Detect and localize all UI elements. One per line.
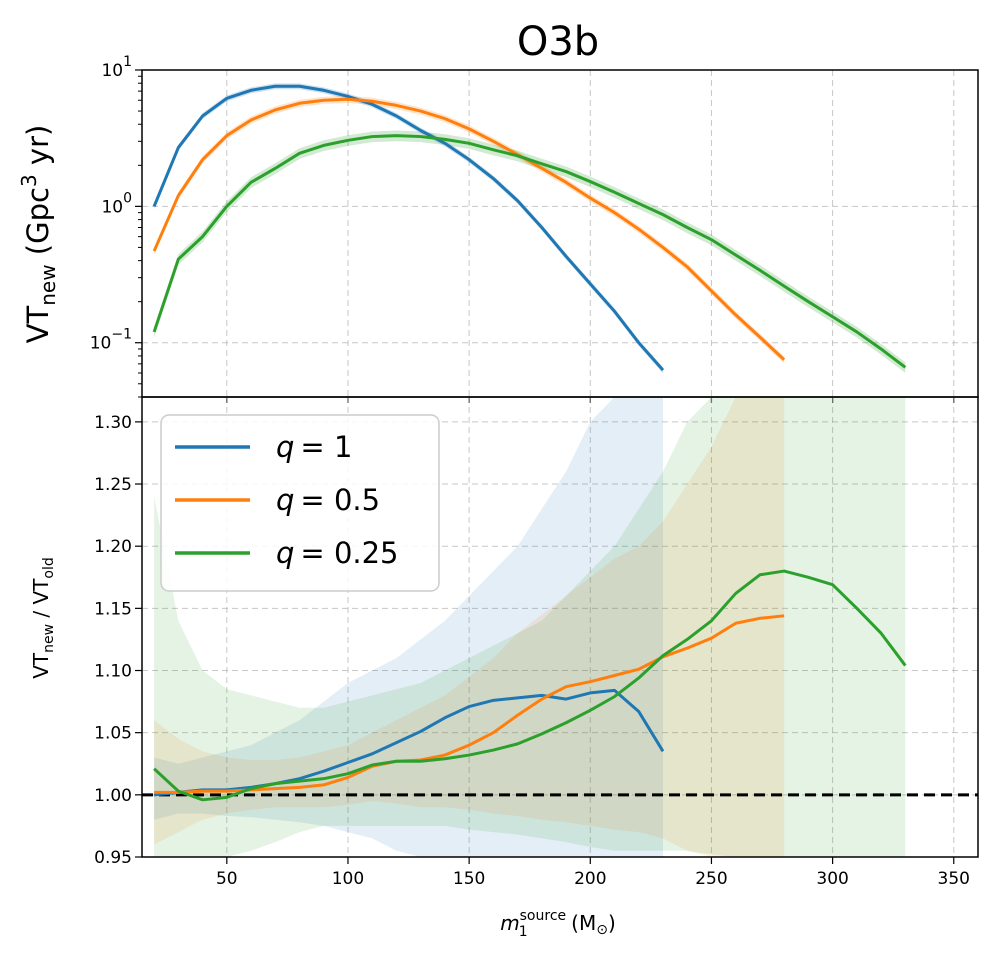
legend-label-q-1: q = 1 [276, 430, 352, 464]
bottom-ticks: 50 100 150 200 250 300 350 0.95 1.00 1.05 1.10 1.15… [94, 413, 970, 889]
bottom-x-tick-label: 350 [938, 869, 970, 889]
bottom-x-tick-label: 150 [453, 869, 485, 889]
bottom-confidence-bands [154, 397, 906, 857]
top-ticks: 10−1 100 101 [90, 54, 955, 403]
top-y-axis-label: VTnew (Gpc3 yr) [17, 125, 60, 344]
bottom-panel: 50 100 150 200 250 300 350 0.95 1.00 1.05 1.10 1.15… [29, 396, 979, 940]
legend: q = 1 q = 0.5 q = 0.25 [160, 414, 440, 592]
chart-title: O3b [517, 19, 599, 65]
bottom-x-tick-label: 200 [574, 869, 606, 889]
bottom-y-tick-label: 1.30 [94, 413, 132, 433]
bottom-y-axis-label: VTnew / VTold [29, 557, 57, 679]
bottom-x-tick-label: 250 [695, 869, 727, 889]
bottom-line-q-0-25 [153, 569, 907, 802]
top-series-lines [152, 84, 907, 372]
bottom-y-tick-label: 1.15 [94, 599, 132, 619]
legend-label-q-0-25: q = 0.25 [276, 536, 399, 570]
bottom-y-tick-label: 1.20 [94, 537, 132, 557]
top-line-q-1 [152, 84, 665, 372]
x-axis-label: m1source (M⊙) [500, 908, 616, 940]
bottom-y-tick-label: 1.05 [94, 724, 132, 744]
bottom-band-q-1 [154, 397, 663, 857]
bottom-x-tick-label: 300 [816, 869, 848, 889]
bottom-x-tick-label: 100 [332, 869, 364, 889]
bottom-y-tick-label: 0.95 [94, 848, 132, 868]
bottom-plot-frame [141, 396, 979, 858]
top-panel: 10−1 100 101 VTnew (Gpc3 yr) [17, 54, 979, 403]
bottom-band-q-0-25 [154, 397, 906, 857]
top-gridlines [142, 69, 978, 397]
bottom-series-lines [153, 569, 907, 802]
top-line-q-0-25 [152, 134, 907, 369]
bottom-y-tick-label: 1.25 [94, 475, 132, 495]
bottom-x-tick-label: 50 [216, 869, 238, 889]
legend-label-q-0-5: q = 0.5 [276, 483, 380, 517]
bottom-line-q-1 [153, 688, 665, 797]
top-y-tick-label: 100 [101, 190, 132, 217]
top-y-tick-label: 101 [101, 54, 132, 81]
bottom-y-tick-label: 1.10 [94, 662, 132, 682]
bottom-band-q-0-5 [154, 397, 785, 857]
top-band-q-1 [154, 83, 663, 374]
bottom-line-q-0-5 [154, 614, 785, 794]
top-y-tick-label: 10−1 [90, 327, 132, 354]
top-confidence-bands [154, 83, 906, 374]
top-line-q-0-5 [152, 97, 786, 361]
bottom-y-tick-label: 1.00 [94, 786, 132, 806]
bottom-gridlines [142, 397, 978, 858]
legend-box [160, 414, 440, 592]
